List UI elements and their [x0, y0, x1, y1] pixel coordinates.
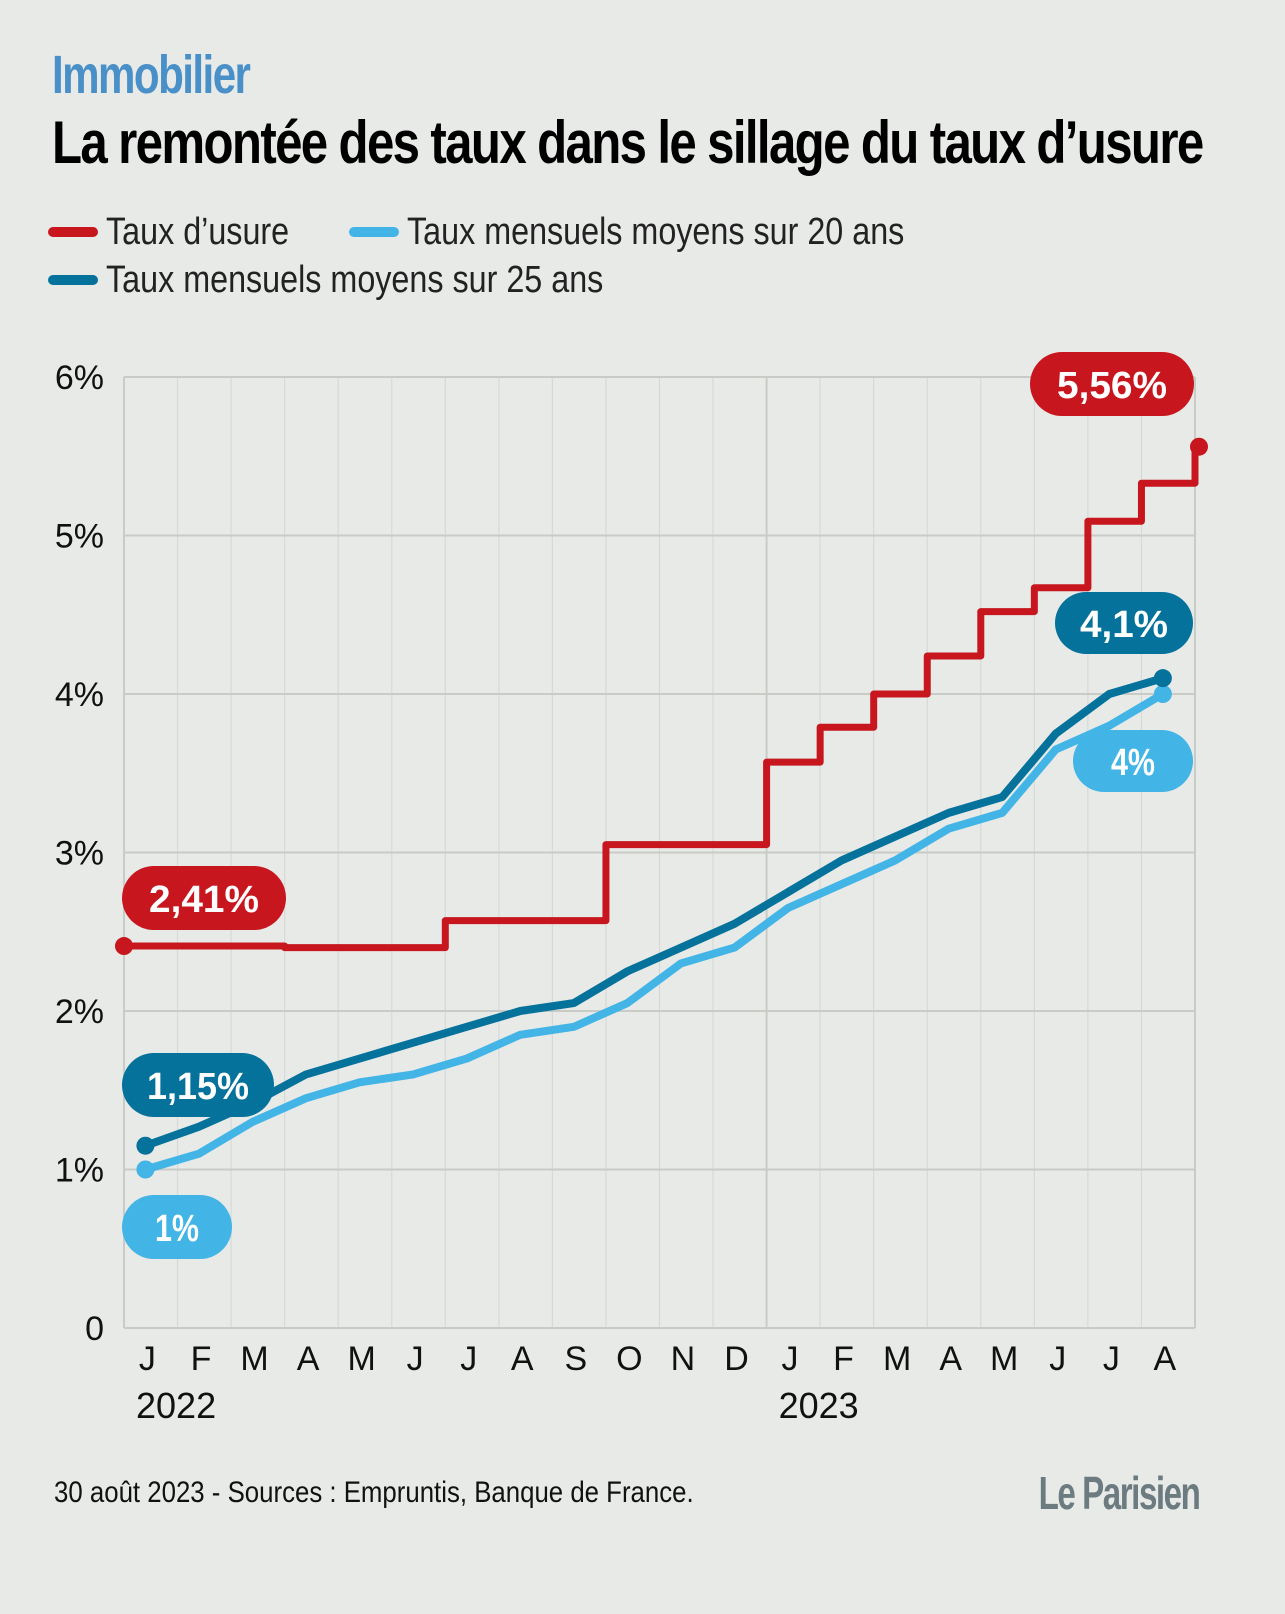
y-tick-label: 4% [55, 676, 104, 714]
series-20y-start-label: 1% [155, 1208, 199, 1250]
x-tick-label: A [939, 1340, 962, 1378]
x-tick-label: S [564, 1340, 587, 1378]
legend-swatch-20y [349, 227, 400, 237]
usury-end-label: 5,56% [1057, 365, 1167, 407]
y-tick-label: 0 [85, 1310, 104, 1348]
x-tick-label: N [671, 1340, 696, 1378]
usury-start-label: 2,41% [149, 879, 259, 921]
x-tick-label: A [511, 1340, 534, 1378]
x-tick-label: F [191, 1340, 212, 1378]
chart-title: La remontée des taux dans le sillage du … [52, 109, 1204, 176]
legend-item-usury: Taux d’usure [48, 211, 321, 254]
usury-start-pill [122, 866, 286, 930]
series-25y-point [1153, 669, 1172, 688]
y-tick-label: 2% [55, 993, 104, 1031]
x-tick-label: D [724, 1340, 749, 1378]
x-tick-label: J [460, 1340, 477, 1378]
x-tick-label: M [240, 1340, 268, 1378]
y-tick-label: 5% [55, 518, 104, 556]
x-tick-label: F [833, 1340, 854, 1378]
usury-start-point [115, 937, 133, 956]
series-25y-start-pill [122, 1053, 274, 1117]
series-20y-point [136, 1160, 155, 1179]
legend-item-20y: Taux mensuels moyens sur 20 ans [349, 211, 992, 254]
x-tick-label: M [883, 1340, 911, 1378]
x-tick-label: J [782, 1340, 799, 1378]
series-25y-end-label: 4,1% [1080, 604, 1168, 646]
x-tick-label: A [297, 1340, 320, 1378]
y-tick-label: 3% [55, 835, 104, 873]
series-20y-point [1153, 685, 1172, 703]
year-label: 2023 [779, 1385, 859, 1426]
series-25y-start-label: 1,15% [147, 1066, 249, 1108]
x-tick-label: J [139, 1340, 156, 1378]
x-tick-label: J [1049, 1340, 1066, 1378]
series-20y-line [144, 690, 1165, 1174]
x-tick-label: O [616, 1340, 642, 1378]
series-usury-line [124, 446, 1199, 952]
legend-item-25y: Taux mensuels moyens sur 25 ans [48, 259, 691, 302]
x-tick-label: M [347, 1340, 375, 1378]
x-tick-label: J [407, 1340, 424, 1378]
y-tick-label: 6% [55, 359, 104, 397]
legend-label-25y: Taux mensuels moyens sur 25 ans [106, 258, 604, 301]
x-tick-label: J [1103, 1340, 1120, 1378]
usury-end-pill [1030, 352, 1194, 416]
series-20y-end-label: 4% [1111, 742, 1155, 784]
series-25y-line [144, 674, 1165, 1150]
y-tick-label: 1% [55, 1152, 104, 1190]
source-note: 30 août 2023 - Sources : Empruntis, Banq… [54, 1476, 694, 1509]
year-label: 2022 [136, 1385, 216, 1426]
series-25y-end-pill [1055, 592, 1193, 654]
legend: Taux d’usure Taux mensuels moyens sur 20… [48, 208, 1021, 304]
kicker: Immobilier [52, 45, 251, 105]
legend-swatch-usury [48, 227, 98, 237]
le-parisien-logo: Le Parisien [1038, 1467, 1200, 1519]
series-20y-start-pill [122, 1195, 232, 1259]
legend-label-20y: Taux mensuels moyens sur 20 ans [407, 210, 905, 253]
series-25y-point [136, 1136, 155, 1155]
x-tick-label: M [990, 1340, 1018, 1378]
legend-swatch-25y [48, 275, 98, 285]
series-20y-end-pill [1073, 730, 1193, 792]
x-tick-label: A [1154, 1340, 1177, 1378]
usury-end-point [1190, 437, 1208, 456]
legend-label-usury: Taux d’usure [106, 210, 290, 253]
